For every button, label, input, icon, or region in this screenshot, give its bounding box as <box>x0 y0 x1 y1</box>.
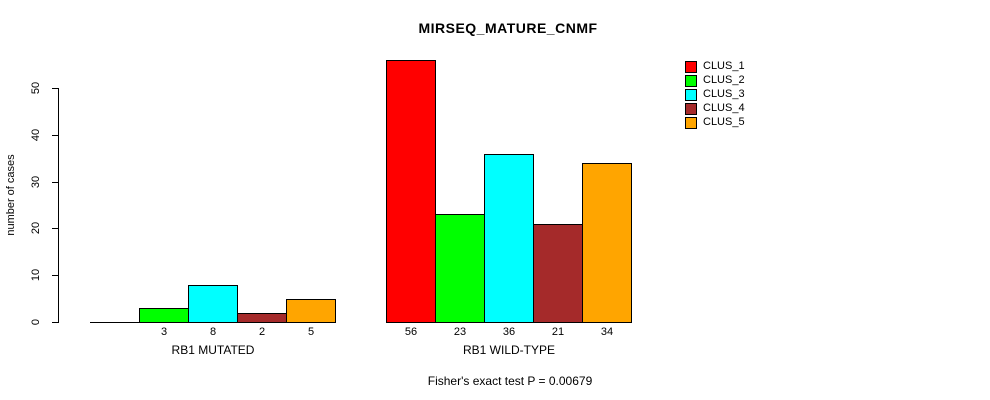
bar-value-label: 5 <box>307 326 315 338</box>
fisher-test-annotation: Fisher's exact test P = 0.00679 <box>427 374 593 388</box>
legend-label-clus_2: CLUS_2 <box>703 74 745 86</box>
y-axis-title: number of cases <box>5 154 17 236</box>
bar-value-label: 2 <box>258 326 266 338</box>
y-axis-tick <box>52 228 58 229</box>
bar-clus_4-mutated <box>237 313 287 323</box>
y-axis-line <box>58 88 59 323</box>
bar-clus_3-wild-type <box>484 154 534 323</box>
legend-swatch-clus_5 <box>685 117 697 129</box>
y-axis-tick-label: 30 <box>30 175 42 189</box>
bar-clus_2-mutated <box>139 308 189 323</box>
bar-value-label: 34 <box>600 326 614 338</box>
y-axis-tick-label: 0 <box>30 318 42 326</box>
bar-clus_5-wild-type <box>582 163 632 323</box>
legend-swatch-clus_4 <box>685 103 697 115</box>
bar-clus_1-wild-type <box>386 60 436 323</box>
bar-value-label: 23 <box>453 326 467 338</box>
category-label-rb1-mutated: RB1 MUTATED <box>171 343 255 357</box>
bar-value-label: 36 <box>502 326 516 338</box>
bar-clus_3-mutated <box>188 285 238 323</box>
legend-label-clus_3: CLUS_3 <box>703 88 745 100</box>
legend-label-clus_4: CLUS_4 <box>703 102 745 114</box>
legend-swatch-clus_1 <box>685 61 697 73</box>
y-axis-tick-label: 40 <box>30 128 42 142</box>
y-axis-tick-label: 50 <box>30 81 42 95</box>
bar-clus_4-wild-type <box>533 224 583 323</box>
bar-clus_5-mutated <box>286 299 336 323</box>
legend-label-clus_5: CLUS_5 <box>703 116 745 128</box>
bar-clus_2-wild-type <box>435 214 485 323</box>
bar-value-label: 21 <box>551 326 565 338</box>
chart-title: MIRSEQ_MATURE_CNMF <box>418 20 598 36</box>
bar-value-label: 56 <box>404 326 418 338</box>
y-axis-tick-label: 20 <box>30 221 42 235</box>
legend-label-clus_1: CLUS_1 <box>703 60 745 72</box>
legend-swatch-clus_2 <box>685 75 697 87</box>
legend-swatch-clus_3 <box>685 89 697 101</box>
y-axis-tick <box>52 135 58 136</box>
y-axis-tick <box>52 182 58 183</box>
category-label-rb1-wild-type: RB1 WILD-TYPE <box>462 343 555 357</box>
y-axis-tick <box>52 88 58 89</box>
y-axis-tick <box>52 322 58 323</box>
y-axis-tick <box>52 275 58 276</box>
bar-value-label: 8 <box>209 326 217 338</box>
y-axis-tick-label: 10 <box>30 268 42 282</box>
bar-value-label: 3 <box>160 326 168 338</box>
